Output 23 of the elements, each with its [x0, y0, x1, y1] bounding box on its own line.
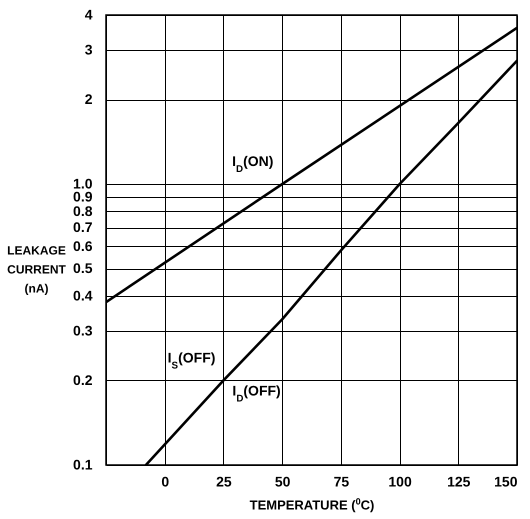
y-tick-label: 2 [84, 91, 93, 108]
x-tick-label: 50 [274, 474, 291, 490]
x-tick-label: 0 [161, 474, 170, 490]
y-tick-label: 3 [84, 42, 93, 58]
y-tick-label: 0.4 [73, 287, 93, 304]
x-tick-label: 125 [447, 474, 471, 490]
y-tick-label: 0.1 [73, 456, 93, 472]
y-axis-title: LEAKAGE CURRENT (nA) [7, 244, 66, 296]
annotation: I$_{D}$(ON) [232, 153, 274, 175]
x-tick-label: 75 [334, 474, 350, 490]
annotation: I$_{S}$(OFF) [168, 349, 216, 371]
x-tick-label: 100 [388, 474, 412, 490]
x-axis-title: TEMPERATURE ($^{0}$C) [250, 496, 374, 512]
x-tick-label: 150 [494, 474, 518, 490]
y-tick-label: 0.7 [73, 219, 93, 236]
y-tick-label: 0.8 [73, 202, 93, 219]
y-tick-label: 0.3 [73, 322, 93, 338]
y-tick-label: 4 [84, 6, 93, 22]
y-tick-label: 0.2 [73, 372, 93, 388]
y-tick-label: 0.5 [73, 260, 93, 276]
y-tick-label: 0.6 [73, 238, 93, 254]
annotation: I$_{D}$(OFF) [232, 382, 281, 404]
x-tick-label: 25 [216, 474, 232, 490]
